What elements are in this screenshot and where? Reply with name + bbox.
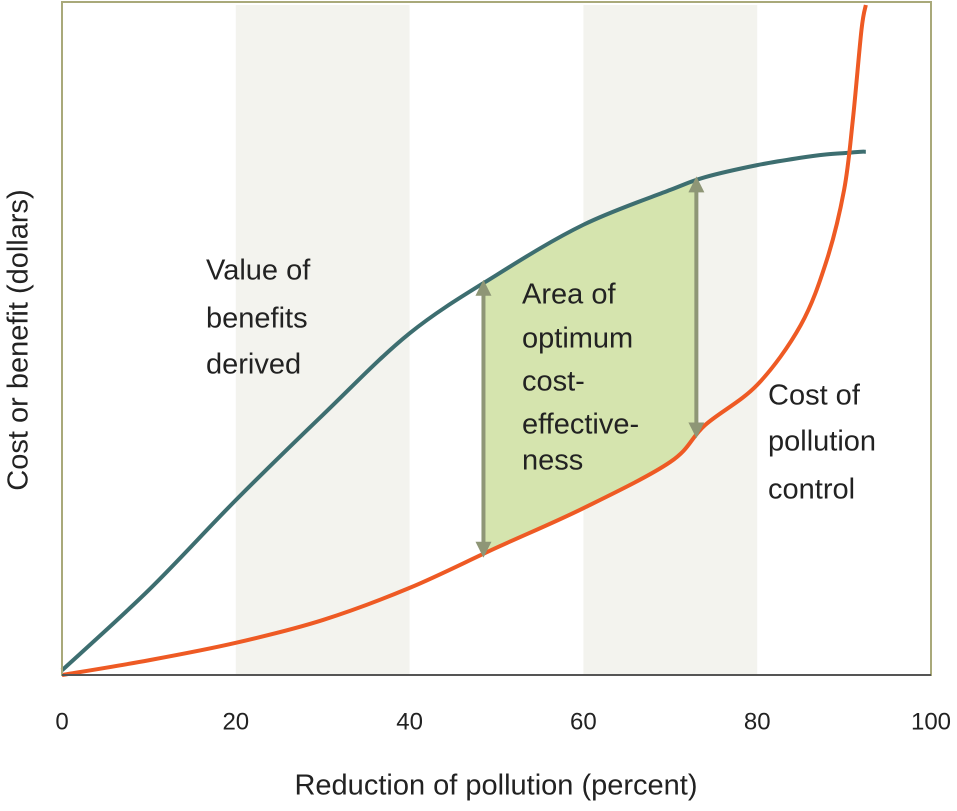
annotation: cost- (522, 366, 585, 398)
annotation: effective- (522, 409, 639, 441)
x-tick-label: 100 (911, 708, 951, 735)
line (61, 4, 868, 677)
x-axis-label: Reduction of pollution (percent) (294, 770, 697, 802)
x-tick-label: 60 (570, 708, 597, 735)
x-tick-label: 0 (55, 708, 68, 735)
y-axis-label: Cost or benefit (dollars) (3, 189, 35, 490)
x-tick-label: 80 (744, 708, 771, 735)
annotation: Area of (522, 279, 616, 311)
annotation: benefits (206, 303, 308, 335)
optimum-area (483, 180, 697, 554)
annotation: Cost of (768, 380, 861, 412)
line (60, 149, 866, 672)
x-tick-label: 20 (222, 708, 249, 735)
annotation: ness (522, 445, 583, 477)
annotation: derived (206, 349, 301, 381)
annotation: Value of (206, 255, 311, 287)
annotation: control (768, 474, 855, 506)
band (235, 5, 410, 675)
x-tick-label: 40 (396, 708, 423, 735)
annotation: optimum (522, 323, 633, 355)
annotation: pollution (768, 426, 876, 458)
